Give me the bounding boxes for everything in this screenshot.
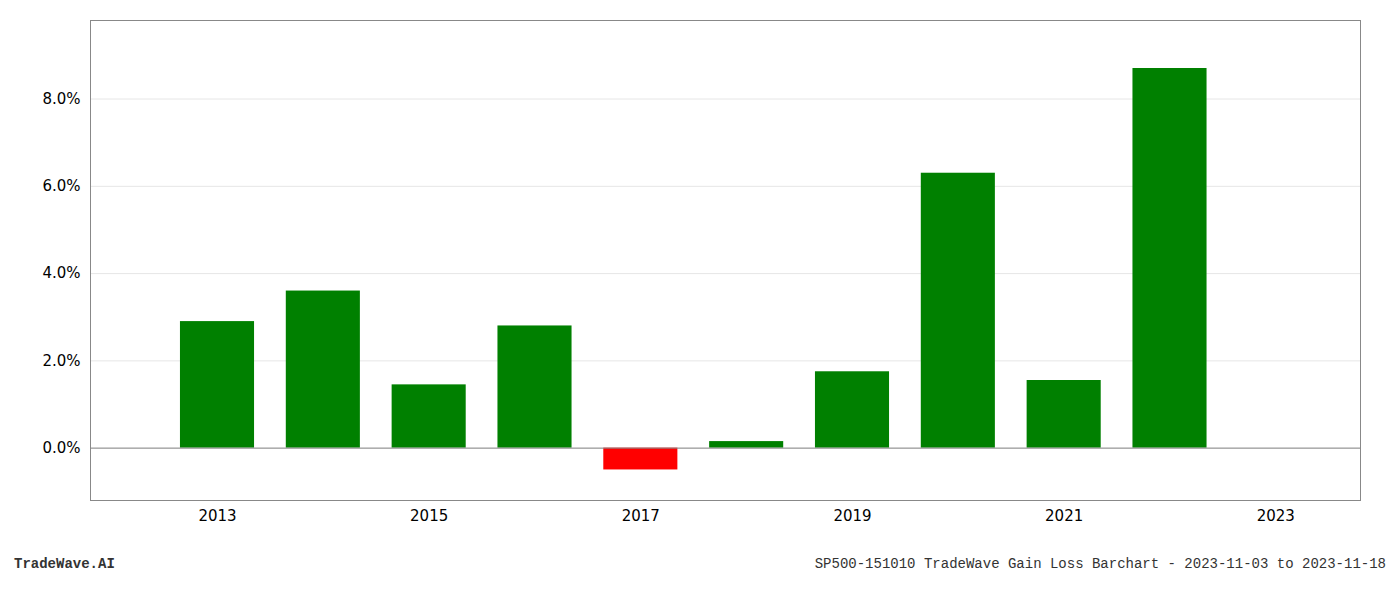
svg-text:2017: 2017 xyxy=(622,507,660,525)
svg-text:2021: 2021 xyxy=(1045,507,1083,525)
svg-text:2023: 2023 xyxy=(1257,507,1295,525)
svg-text:2013: 2013 xyxy=(198,507,236,525)
svg-text:0.0%: 0.0% xyxy=(42,439,80,457)
svg-text:2019: 2019 xyxy=(833,507,871,525)
svg-text:8.0%: 8.0% xyxy=(42,90,80,108)
svg-text:4.0%: 4.0% xyxy=(42,264,80,282)
svg-text:2015: 2015 xyxy=(410,507,448,525)
html-text:TradeWave.AI: TradeWave.AI xyxy=(14,556,115,572)
html-text:SP500-151010 TradeWave Gain Lo: SP500-151010 TradeWave Gain Loss Barchar… xyxy=(814,556,1386,572)
svg-text:2.0%: 2.0% xyxy=(42,352,80,370)
svg-text:6.0%: 6.0% xyxy=(42,177,80,195)
